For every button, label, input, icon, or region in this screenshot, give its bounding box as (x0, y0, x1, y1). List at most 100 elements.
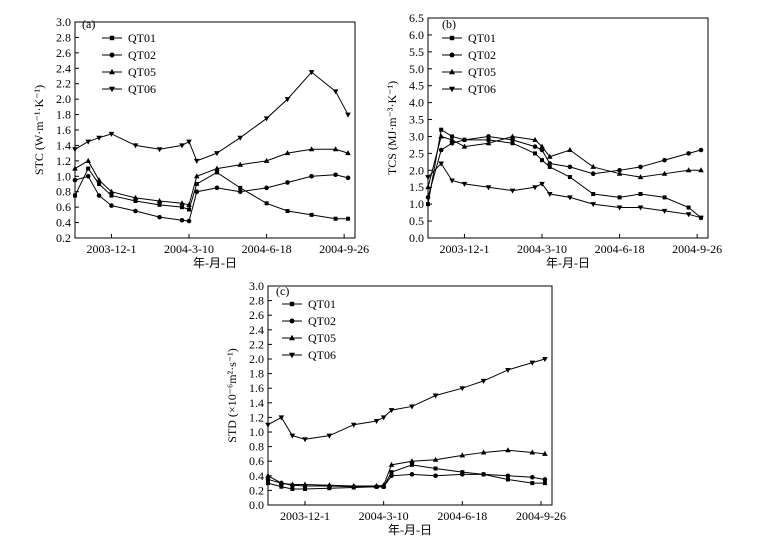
data-point (388, 408, 395, 414)
data-point (333, 216, 338, 221)
legend-marker (449, 52, 455, 58)
series-line (427, 162, 702, 219)
data-point (425, 184, 431, 190)
chart-panel-1: 0.20.4 0.60.8 1.01.2 1.41.61.8 2.02.2 2.42.6 2… (32, 15, 369, 270)
y-tick-label: 0.4 (249, 469, 264, 483)
data-point (542, 481, 547, 486)
y-tick-label: 3.0 (56, 15, 71, 29)
data-point (530, 481, 535, 486)
data-point (332, 89, 339, 95)
data-point (285, 180, 290, 185)
legend-entry: QT05 (128, 65, 156, 79)
y-tick-label: 2.2 (56, 77, 71, 91)
data-point (86, 166, 91, 171)
data-point (510, 141, 515, 146)
y-tick-label: 0.6 (249, 454, 264, 468)
data-point (72, 147, 78, 153)
data-point (567, 164, 573, 170)
y-tick-label: 1.2 (56, 154, 71, 168)
y-tick-label: 1.8 (56, 108, 71, 122)
series-line (267, 464, 545, 490)
data-point (279, 484, 284, 489)
legend-marker (109, 68, 115, 75)
y-tick-label: 6.0 (409, 28, 424, 42)
x-tick-label: 2003-12-1 (86, 242, 136, 256)
legend-entry: QT05 (468, 65, 496, 79)
data-point (486, 137, 491, 142)
y-tick-label: 1.6 (249, 381, 264, 395)
legend-entry: QT06 (468, 82, 496, 96)
panel-label: (b) (442, 17, 456, 31)
data-point (546, 192, 553, 197)
data-point (532, 136, 538, 142)
series-QT02 (425, 134, 704, 200)
x-axis-label: 年-月-日 (546, 256, 590, 270)
data-point (132, 194, 139, 200)
data-point (265, 477, 271, 482)
y-tick-label: 3.0 (409, 129, 424, 143)
data-point (284, 97, 291, 103)
data-point (590, 202, 597, 208)
data-point (481, 472, 486, 477)
data-point (214, 185, 220, 191)
x-tick-label: 2003-12-1 (439, 242, 489, 256)
data-point (214, 151, 220, 157)
data-point (85, 139, 91, 145)
series-line (267, 473, 546, 488)
series-line (267, 358, 546, 440)
data-point (289, 481, 296, 487)
legend-entry: QT02 (128, 48, 156, 62)
data-point (96, 193, 102, 198)
data-point (590, 163, 597, 169)
series-line (74, 148, 349, 206)
data-point (529, 449, 536, 455)
data-point (156, 147, 163, 153)
data-point (449, 178, 455, 184)
data-point (97, 182, 102, 186)
data-point (638, 192, 643, 196)
data-point (332, 146, 339, 152)
y-tick-label: 2.8 (249, 294, 264, 308)
data-point (450, 134, 455, 139)
y-tick-label: 2.4 (56, 61, 71, 75)
data-point (459, 452, 466, 458)
data-point (591, 192, 596, 196)
x-tick-label: 2004-9-26 (672, 242, 722, 256)
y-tick-label: 5.5 (409, 45, 424, 59)
y-tick-label: 0.0 (249, 498, 264, 512)
y-tick-label: 1.4 (249, 396, 264, 410)
data-point (698, 167, 704, 173)
data-point (214, 170, 219, 175)
data-point (180, 205, 185, 210)
data-point (186, 139, 192, 145)
series-line (74, 167, 349, 220)
data-point (157, 202, 162, 207)
series-QT01 (426, 127, 704, 220)
y-tick-label: 1.2 (249, 410, 264, 424)
data-point (264, 185, 269, 191)
x-tick-label: 2004-3-10 (164, 242, 214, 256)
data-point (156, 197, 163, 203)
y-tick-label: 1.0 (56, 169, 71, 183)
data-point (309, 173, 314, 179)
legend-marker (109, 52, 115, 58)
data-point (263, 157, 270, 163)
data-point (373, 419, 380, 425)
y-tick-label: 4.0 (409, 96, 424, 110)
legend-entry: QT01 (308, 297, 336, 311)
data-point (350, 483, 357, 489)
data-point (109, 193, 114, 198)
series-QT01 (266, 462, 547, 491)
data-point (193, 158, 200, 164)
legend-entry: QT01 (128, 31, 156, 45)
legend: QT01 QT02 QT05 QT06 (442, 31, 496, 96)
data-point (617, 168, 622, 173)
data-point (263, 116, 270, 122)
series-QT02 (265, 472, 548, 490)
plot-frame (267, 285, 553, 506)
x-axis-label: 年-月-日 (193, 256, 237, 270)
data-point (85, 173, 91, 179)
data-point (685, 212, 692, 218)
data-point (345, 112, 351, 118)
